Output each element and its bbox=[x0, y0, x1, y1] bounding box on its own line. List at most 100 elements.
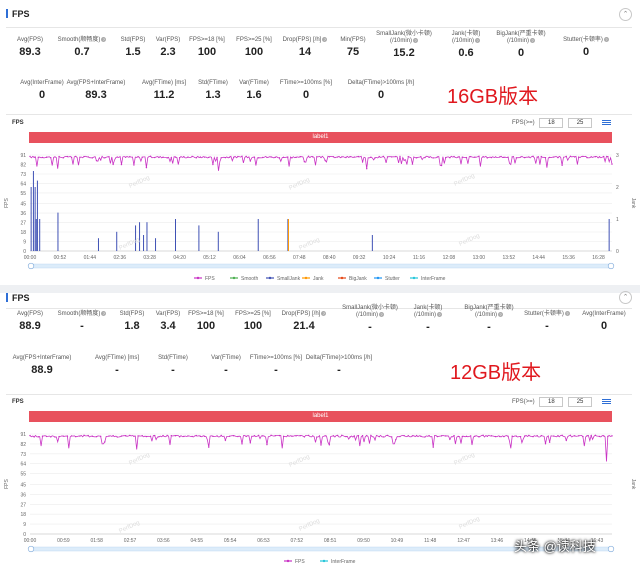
fps-point bbox=[295, 435, 297, 437]
stat-value: 0 bbox=[377, 89, 385, 101]
y-tick-label: 27 bbox=[20, 221, 26, 227]
stat-label: Jank(卡顿) (/10min)? bbox=[413, 305, 443, 318]
stat-label: FTime>=100ms [%] bbox=[249, 355, 303, 361]
menu-icon[interactable] bbox=[602, 399, 611, 405]
menu-icon[interactable] bbox=[602, 120, 611, 126]
fps-point bbox=[440, 164, 443, 167]
fps-point bbox=[582, 435, 584, 438]
help-icon[interactable]: ? bbox=[413, 38, 418, 43]
fps-point bbox=[274, 434, 276, 437]
stat-item: Stutter(卡顿率)? 0 bbox=[546, 37, 626, 58]
fps-point bbox=[154, 434, 156, 437]
fps-point bbox=[104, 441, 106, 443]
watermark: PerfDog bbox=[128, 452, 150, 467]
stat-label: Var(FTime) bbox=[239, 80, 269, 86]
fps-line bbox=[29, 434, 613, 462]
x-tick-label: 02:57 bbox=[124, 538, 137, 544]
fps-point bbox=[366, 168, 368, 170]
panel-2-title: FPS bbox=[6, 293, 30, 303]
x-tick-label: 06:04 bbox=[233, 255, 246, 261]
legend-marker bbox=[340, 276, 344, 280]
help-icon[interactable]: ? bbox=[101, 311, 107, 316]
legend-marker bbox=[376, 276, 380, 280]
help-icon[interactable]: ? bbox=[322, 37, 328, 42]
fps-point bbox=[453, 434, 455, 437]
fps-point bbox=[87, 156, 89, 158]
stat-label: Avg(FPS) bbox=[17, 311, 43, 317]
range-handle-left bbox=[27, 545, 35, 553]
fps-point bbox=[75, 155, 77, 158]
help-icon[interactable]: ? bbox=[564, 311, 570, 316]
stat-value: 0 bbox=[38, 89, 46, 101]
fps-point bbox=[278, 434, 281, 437]
version-label: 16GB版本 bbox=[447, 86, 539, 108]
stat-value: - bbox=[171, 364, 175, 376]
fps-point bbox=[320, 156, 322, 159]
fps-point bbox=[586, 156, 588, 159]
help-icon[interactable]: ? bbox=[603, 37, 609, 42]
stat-value: 75 bbox=[346, 46, 360, 58]
stat-label: FPS>=25 [%] bbox=[235, 311, 271, 317]
stat-value: 88.9 bbox=[31, 364, 53, 376]
divider bbox=[6, 394, 632, 395]
fps-point bbox=[432, 446, 434, 448]
fps-point bbox=[432, 157, 434, 159]
stat-value: - bbox=[487, 321, 491, 333]
x-tick-label: 07:52 bbox=[291, 538, 304, 544]
help-icon[interactable]: ? bbox=[475, 38, 480, 43]
help-icon[interactable]: ? bbox=[530, 38, 535, 43]
fps-point bbox=[29, 434, 31, 437]
stat-item: Avg(InterFrame) 0 bbox=[564, 311, 640, 332]
fps-point bbox=[540, 155, 543, 158]
fps-point bbox=[99, 435, 102, 438]
help-icon[interactable]: ? bbox=[498, 312, 503, 317]
stat-value: 100 bbox=[197, 46, 217, 58]
fps-point bbox=[598, 156, 601, 158]
help-icon[interactable]: ? bbox=[379, 312, 384, 317]
collapse-icon[interactable]: ⌃ bbox=[619, 291, 632, 304]
collapse-icon[interactable]: ⌃ bbox=[619, 8, 632, 21]
fps-threshold-input-2[interactable]: 25 bbox=[568, 397, 593, 407]
fps-point bbox=[58, 435, 60, 438]
fps-point bbox=[195, 157, 197, 159]
fps-point bbox=[561, 164, 563, 166]
help-icon[interactable]: ? bbox=[101, 37, 107, 42]
fps-point bbox=[461, 156, 464, 158]
fps-point bbox=[370, 434, 372, 437]
fps-point bbox=[257, 157, 260, 159]
fps-point bbox=[91, 435, 94, 437]
y-axis-label: FPS bbox=[4, 478, 10, 488]
legend-label: FPS bbox=[205, 276, 215, 282]
x-tick-label: 00:59 bbox=[57, 538, 70, 544]
legend-label: SmallJank bbox=[277, 276, 301, 282]
watermark: PerfDog bbox=[453, 173, 475, 188]
fps-threshold-input-2[interactable]: 25 bbox=[568, 118, 593, 128]
fps-point bbox=[124, 156, 127, 158]
fps-point bbox=[494, 435, 497, 438]
fps-point bbox=[149, 435, 152, 438]
fps-threshold-input-1[interactable]: 18 bbox=[539, 397, 564, 407]
stat-value: 0 bbox=[600, 320, 608, 332]
label-band: label1 bbox=[29, 132, 612, 143]
stat-item: Std(FPS) 1.5 bbox=[93, 37, 173, 58]
help-icon[interactable]: ? bbox=[321, 311, 327, 316]
stat-item: Delta(FTime)>100ms [/h] 0 bbox=[341, 80, 421, 101]
stat-value: - bbox=[545, 320, 549, 332]
fps-point bbox=[75, 435, 77, 438]
fps-threshold-input-1[interactable]: 18 bbox=[539, 118, 564, 128]
y-tick-label: 73 bbox=[20, 452, 26, 458]
fps-point bbox=[602, 155, 605, 158]
fps-point bbox=[540, 434, 543, 437]
fps-point bbox=[449, 438, 451, 441]
stat-item: Smooth(顺畅度)? - bbox=[42, 311, 122, 332]
fps-point bbox=[424, 156, 426, 159]
fps-point bbox=[611, 163, 613, 165]
fps-point bbox=[203, 435, 206, 438]
help-icon[interactable]: ? bbox=[437, 312, 442, 317]
stat-value: - bbox=[368, 321, 372, 333]
legend-label: Smooth bbox=[241, 276, 258, 282]
fps-point bbox=[374, 157, 376, 159]
stat-item: FTime>=100ms [%] - bbox=[236, 355, 316, 376]
fps-point bbox=[291, 435, 293, 437]
fps-point bbox=[199, 435, 202, 438]
